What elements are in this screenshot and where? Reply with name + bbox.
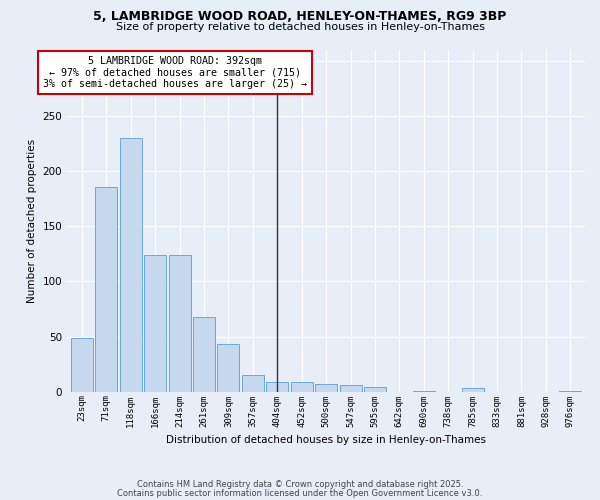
Bar: [95, 186, 117, 392]
Bar: [242, 375, 264, 392]
Bar: [413, 390, 435, 392]
Bar: [144, 255, 166, 392]
Text: 5 LAMBRIDGE WOOD ROAD: 392sqm
← 97% of detached houses are smaller (715)
3% of s: 5 LAMBRIDGE WOOD ROAD: 392sqm ← 97% of d…: [43, 56, 307, 88]
Text: Contains HM Land Registry data © Crown copyright and database right 2025.: Contains HM Land Registry data © Crown c…: [137, 480, 463, 489]
Text: 5, LAMBRIDGE WOOD ROAD, HENLEY-ON-THAMES, RG9 3BP: 5, LAMBRIDGE WOOD ROAD, HENLEY-ON-THAMES…: [94, 10, 506, 23]
Y-axis label: Number of detached properties: Number of detached properties: [27, 139, 37, 303]
Bar: [340, 385, 362, 392]
Bar: [71, 338, 93, 392]
Bar: [193, 316, 215, 392]
Bar: [315, 384, 337, 392]
Bar: [461, 388, 484, 392]
Bar: [290, 382, 313, 392]
Bar: [119, 138, 142, 392]
Bar: [266, 382, 288, 392]
Bar: [169, 255, 191, 392]
Bar: [364, 387, 386, 392]
Text: Size of property relative to detached houses in Henley-on-Thames: Size of property relative to detached ho…: [115, 22, 485, 32]
Text: Contains public sector information licensed under the Open Government Licence v3: Contains public sector information licen…: [118, 488, 482, 498]
Bar: [217, 344, 239, 392]
X-axis label: Distribution of detached houses by size in Henley-on-Thames: Distribution of detached houses by size …: [166, 435, 486, 445]
Bar: [559, 390, 581, 392]
